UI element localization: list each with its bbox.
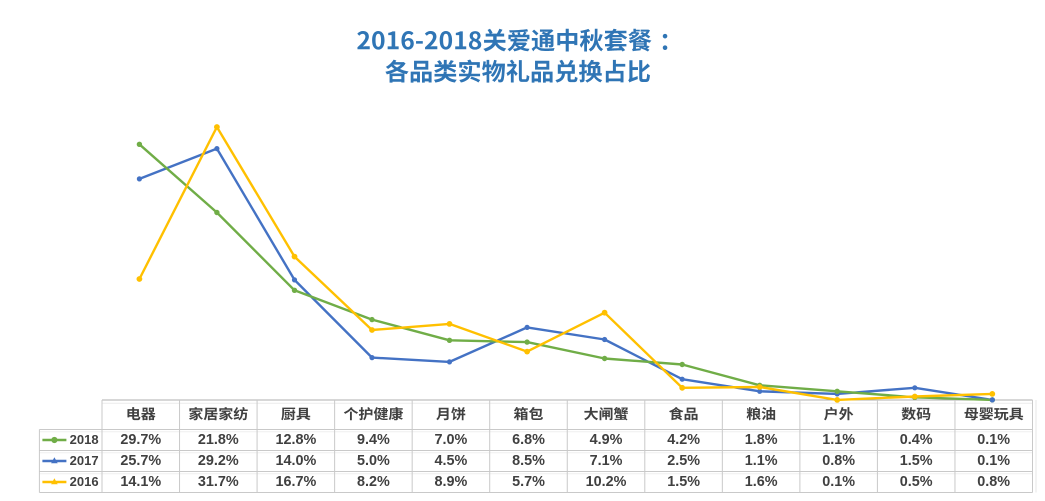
svg-text:8.2%: 8.2% (357, 474, 390, 490)
svg-text:29.2%: 29.2% (198, 453, 239, 469)
svg-text:8.9%: 8.9% (434, 474, 467, 490)
svg-text:29.7%: 29.7% (120, 432, 161, 448)
svg-text:10.2%: 10.2% (586, 474, 627, 490)
svg-text:0.1%: 0.1% (977, 453, 1010, 469)
svg-text:21.8%: 21.8% (198, 432, 239, 448)
svg-text:5.0%: 5.0% (357, 453, 390, 469)
svg-text:16.7%: 16.7% (275, 474, 316, 490)
svg-text:25.7%: 25.7% (120, 453, 161, 469)
svg-text:1.1%: 1.1% (822, 432, 855, 448)
svg-text:2017: 2017 (70, 453, 99, 468)
svg-text:2018: 2018 (70, 432, 99, 447)
svg-text:7.0%: 7.0% (434, 432, 467, 448)
svg-text:7.1%: 7.1% (590, 453, 623, 469)
svg-text:12.8%: 12.8% (275, 432, 316, 448)
svg-text:0.8%: 0.8% (822, 453, 855, 469)
svg-text:0.4%: 0.4% (900, 432, 933, 448)
svg-text:5.7%: 5.7% (512, 474, 545, 490)
svg-text:1.1%: 1.1% (745, 453, 778, 469)
svg-text:0.1%: 0.1% (977, 432, 1010, 448)
svg-text:1.5%: 1.5% (900, 453, 933, 469)
svg-text:0.5%: 0.5% (900, 474, 933, 490)
svg-text:14.1%: 14.1% (120, 474, 161, 490)
svg-text:1.5%: 1.5% (667, 474, 700, 490)
svg-text:4.5%: 4.5% (434, 453, 467, 469)
svg-text:6.8%: 6.8% (512, 432, 545, 448)
svg-text:4.2%: 4.2% (667, 432, 700, 448)
svg-text:2.5%: 2.5% (667, 453, 700, 469)
svg-text:9.4%: 9.4% (357, 432, 390, 448)
svg-text:2016: 2016 (70, 474, 99, 489)
svg-text:14.0%: 14.0% (275, 453, 316, 469)
svg-text:0.1%: 0.1% (822, 474, 855, 490)
svg-text:31.7%: 31.7% (198, 474, 239, 490)
svg-text:1.6%: 1.6% (745, 474, 778, 490)
svg-text:1.8%: 1.8% (745, 432, 778, 448)
svg-text:8.5%: 8.5% (512, 453, 545, 469)
svg-text:0.8%: 0.8% (977, 474, 1010, 490)
svg-text:4.9%: 4.9% (590, 432, 623, 448)
